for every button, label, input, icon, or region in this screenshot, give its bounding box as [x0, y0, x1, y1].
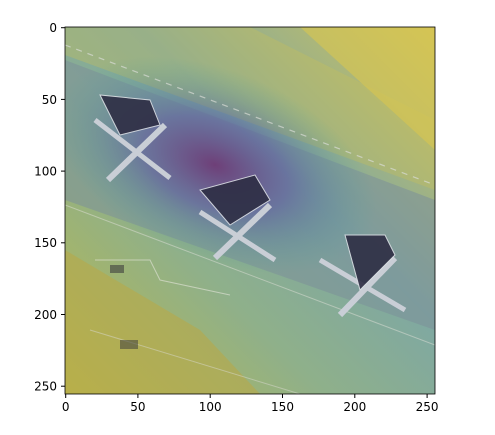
y-tick-label: 150 — [34, 236, 57, 250]
y-tick-label: 100 — [34, 165, 57, 179]
heatmap-overlay-image — [65, 27, 435, 394]
x-tick-label: 0 — [62, 400, 70, 414]
y-tick-150: 150 — [34, 236, 65, 250]
axes-frame — [64, 26, 436, 395]
x-tick-label: 250 — [416, 400, 439, 414]
x-tick-label: 100 — [199, 400, 222, 414]
x-tick-label: 150 — [271, 400, 294, 414]
x-tick-150: 150 — [271, 394, 294, 414]
x-tick-0: 0 — [62, 394, 70, 414]
aircraft-1 — [93, 94, 172, 183]
y-tick-50: 50 — [42, 93, 65, 107]
y-tick-label: 250 — [34, 380, 57, 394]
x-tick-label: 50 — [130, 400, 145, 414]
x-tick-50: 50 — [130, 394, 146, 414]
x-tick-250: 250 — [416, 394, 439, 414]
aircraft-3 — [318, 234, 407, 318]
x-tick-200: 200 — [343, 394, 366, 414]
x-tick-label: 200 — [343, 400, 366, 414]
x-tick-100: 100 — [199, 394, 222, 414]
y-tick-250: 250 — [34, 380, 65, 394]
y-tick-label: 50 — [42, 93, 57, 107]
aircraft-2 — [198, 174, 277, 263]
y-tick-label: 0 — [49, 21, 57, 35]
y-tick-0: 0 — [49, 21, 65, 35]
y-tick-100: 100 — [34, 165, 65, 179]
y-tick-200: 200 — [34, 308, 65, 322]
y-tick-label: 200 — [34, 308, 57, 322]
x-axis: 0 50 100 150 200 250 — [62, 394, 439, 414]
y-axis: 0 50 100 150 200 250 — [34, 21, 65, 394]
